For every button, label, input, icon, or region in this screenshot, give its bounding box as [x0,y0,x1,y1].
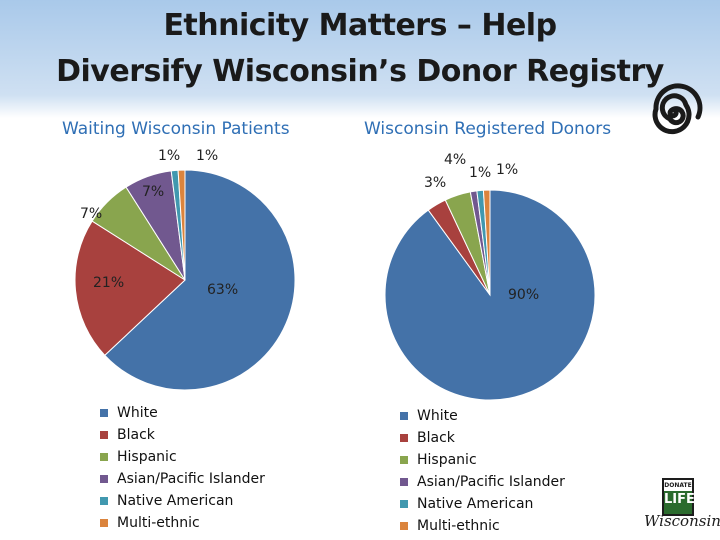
legend-swatch-black [400,434,408,442]
legend-swatch-white [100,409,108,417]
chart1-label-multi: 1% [196,148,219,164]
legend-swatch-white [400,412,408,420]
legend-label: Native American [117,493,234,509]
chart1-label-asian: 7% [142,184,165,200]
chart2-label-native: 1% [496,162,519,178]
legend-swatch-hispanic [400,456,408,464]
chart1-slice-black [74,220,186,357]
legend-label: Black [417,430,455,446]
donate-life-logo: DONATE LIFE Wisconsin [644,476,720,532]
logo-script-text: Wisconsin [644,512,720,530]
legend-label: Hispanic [117,449,177,465]
legend-label: Native American [417,496,534,512]
chart1-title: Waiting Wisconsin Patients [62,119,290,139]
chart2-title: Wisconsin Registered Donors [364,119,612,139]
logo-mid-text: LIFE [664,492,695,507]
chart1-slice-white [104,169,296,391]
chart2-label-hispanic: 4% [444,152,467,168]
legend-swatch-multi [400,522,408,530]
chart1-label-native: 1% [158,148,181,164]
chart1-legend-item: Multi-ethnic [100,512,265,534]
legend-label: Multi-ethnic [417,518,500,534]
chart2-legend: White Black Hispanic Asian/Pacific Islan… [400,405,565,537]
legend-swatch-black [100,431,108,439]
legend-label: Hispanic [417,452,477,468]
logo-top-text: DONATE [664,480,692,491]
legend-swatch-asian [400,478,408,486]
chart2-legend-item: Native American [400,493,565,515]
chart2-legend-item: Asian/Pacific Islander [400,471,565,493]
legend-swatch-native [400,500,408,508]
chart2-legend-item: Hispanic [400,449,565,471]
chart1-legend-item: Asian/Pacific Islander [100,468,265,490]
chart1-legend-item: White [100,402,265,424]
legend-label: Asian/Pacific Islander [417,474,565,490]
chart2-slice-multi [482,189,491,296]
page-title-line-2: Diversify Wisconsin’s Donor Registry [56,54,664,89]
legend-swatch-multi [100,519,108,527]
chart2-legend-item: White [400,405,565,427]
pie-chart-waiting-patients [74,169,296,391]
legend-label: White [117,405,158,421]
chart2-legend-item: Black [400,427,565,449]
chart2-label-asian: 1% [469,165,492,181]
chart1-label-white: 63% [207,282,239,298]
legend-label: Black [117,427,155,443]
chart1-legend-item: Black [100,424,265,446]
page-title-line-1: Ethnicity Matters – Help [163,8,557,43]
legend-swatch-hispanic [100,453,108,461]
legend-label: White [417,408,458,424]
legend-label: Asian/Pacific Islander [117,471,265,487]
chart1-label-black: 21% [93,275,125,291]
chart2-label-black: 3% [424,175,447,191]
chart1-slice-multi [177,169,186,281]
chart2-legend-item: Multi-ethnic [400,515,565,537]
chart1-legend-item: Hispanic [100,446,265,468]
legend-swatch-native [100,497,108,505]
chart1-legend-item: Native American [100,490,265,512]
chart2-label-white: 90% [508,287,540,303]
legend-swatch-asian [100,475,108,483]
chart1-legend: White Black Hispanic Asian/Pacific Islan… [100,402,265,534]
chart1-label-hispanic: 7% [80,206,103,222]
logo-box: DONATE LIFE [662,478,695,516]
legend-label: Multi-ethnic [117,515,200,531]
spiral-icon [652,83,703,135]
pie-chart-registered-donors [384,189,596,401]
